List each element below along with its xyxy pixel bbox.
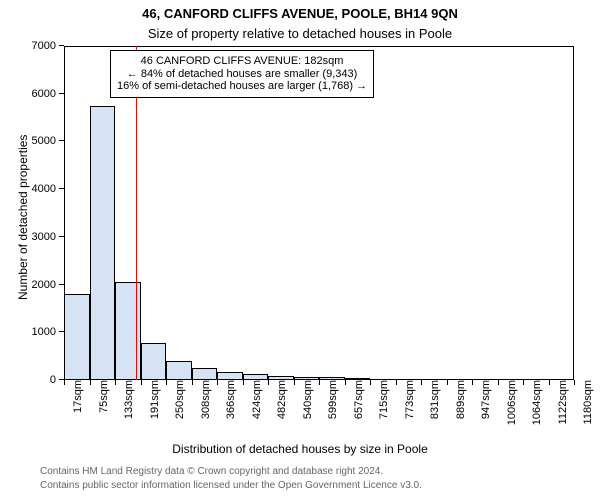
y-tick-mark — [59, 284, 64, 285]
x-tick-label: 831sqm — [421, 380, 441, 419]
x-tick-label: 540sqm — [294, 380, 314, 419]
figure: 46, CANFORD CLIFFS AVENUE, POOLE, BH14 9… — [0, 0, 600, 500]
x-tick-label: 424sqm — [243, 380, 263, 419]
histogram-bar — [64, 294, 90, 380]
y-tick-label: 0 — [50, 374, 64, 386]
y-axis-label: Number of detached properties — [16, 135, 30, 300]
histogram-bar — [217, 372, 243, 380]
x-tick-label: 17sqm — [64, 380, 84, 413]
y-tick-label: 6000 — [32, 88, 64, 100]
y-tick-mark — [59, 236, 64, 237]
y-tick-mark — [59, 93, 64, 94]
y-tick-mark — [59, 140, 64, 141]
y-tick-label: 1000 — [32, 326, 64, 338]
y-tick-label: 2000 — [32, 279, 64, 291]
x-tick-label: 366sqm — [217, 380, 237, 419]
x-tick-label: 1122sqm — [549, 380, 569, 424]
histogram-bar — [141, 343, 167, 380]
x-tick-label: 308sqm — [192, 380, 212, 419]
annotation-line-1: 46 CANFORD CLIFFS AVENUE: 182sqm — [117, 55, 367, 68]
x-tick-label: 250sqm — [166, 380, 186, 419]
x-tick-label: 773sqm — [396, 380, 416, 419]
y-tick-mark — [59, 45, 64, 46]
y-tick-label: 7000 — [32, 40, 64, 52]
annotation-line-2: ← 84% of detached houses are smaller (9,… — [117, 68, 367, 81]
histogram-bar — [192, 368, 218, 380]
x-tick-label: 657sqm — [345, 380, 365, 419]
x-tick-label: 1006sqm — [498, 380, 518, 425]
x-tick-label: 133sqm — [115, 380, 135, 419]
x-tick-label: 482sqm — [268, 380, 288, 419]
y-tick-label: 4000 — [32, 183, 64, 195]
x-tick-label: 715sqm — [370, 380, 390, 419]
annotation-line-3: 16% of semi-detached houses are larger (… — [117, 80, 367, 93]
histogram-bar — [90, 106, 116, 380]
y-tick-mark — [59, 188, 64, 189]
x-axis-label: Distribution of detached houses by size … — [0, 442, 600, 456]
annotation-box: 46 CANFORD CLIFFS AVENUE: 182sqm ← 84% o… — [110, 50, 374, 98]
credit-line-2: Contains public sector information licen… — [40, 480, 422, 491]
title-line-2: Size of property relative to detached ho… — [0, 26, 600, 41]
x-tick-label: 191sqm — [141, 380, 161, 419]
title-line-1: 46, CANFORD CLIFFS AVENUE, POOLE, BH14 9… — [0, 6, 600, 21]
y-tick-mark — [59, 331, 64, 332]
x-tick-label: 947sqm — [472, 380, 492, 419]
y-tick-label: 3000 — [32, 231, 64, 243]
x-tick-label: 599sqm — [319, 380, 339, 419]
x-tick-label: 1180sqm — [574, 380, 594, 424]
x-tick-label: 1064sqm — [523, 380, 543, 425]
credit-line-1: Contains HM Land Registry data © Crown c… — [40, 466, 383, 477]
x-tick-label: 75sqm — [90, 380, 110, 413]
x-tick-label: 889sqm — [447, 380, 467, 419]
histogram-bar — [166, 361, 192, 380]
y-tick-label: 5000 — [32, 135, 64, 147]
